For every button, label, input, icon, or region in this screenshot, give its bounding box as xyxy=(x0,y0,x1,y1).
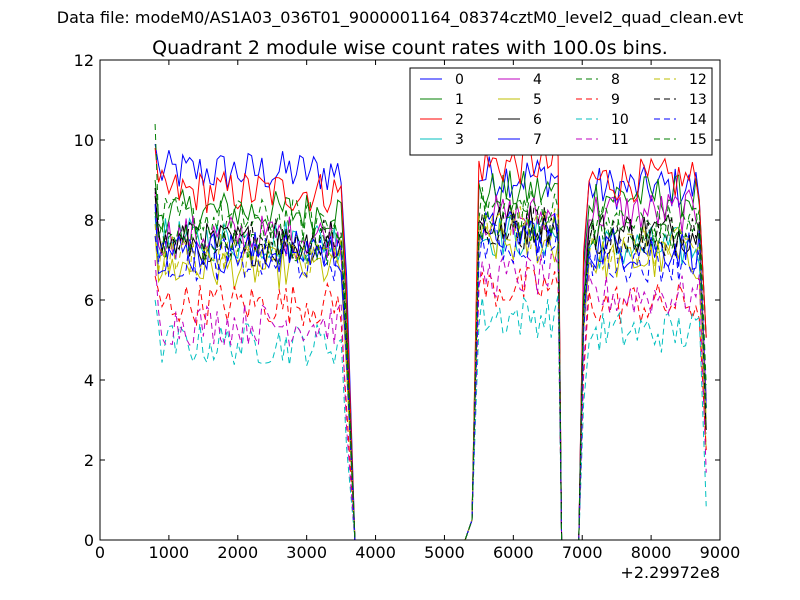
chart-title: Quadrant 2 module wise count rates with … xyxy=(152,37,668,59)
x-tick-label: 3000 xyxy=(286,543,327,562)
x-tick-label: 6000 xyxy=(493,543,534,562)
series-line-11 xyxy=(154,253,707,541)
legend-label-13: 13 xyxy=(689,92,707,108)
y-tick-label: 8 xyxy=(84,211,94,230)
series-line-13 xyxy=(154,187,707,541)
legend-frame xyxy=(409,67,713,156)
legend-label-1: 1 xyxy=(455,92,464,108)
x-offset-label: +2.29972e8 xyxy=(620,563,720,582)
data-file-label: Data file: modeM0/AS1A03_036T01_90000011… xyxy=(57,8,743,28)
legend-label-10: 10 xyxy=(611,112,629,128)
legend-label-8: 8 xyxy=(611,72,620,88)
legend-label-14: 14 xyxy=(689,112,707,128)
series-line-8 xyxy=(154,123,707,541)
x-tick-label: 4000 xyxy=(355,543,396,562)
legend-label-9: 9 xyxy=(611,92,620,108)
series-line-5 xyxy=(154,222,707,541)
series-line-10 xyxy=(154,295,707,541)
series-line-14 xyxy=(154,222,707,541)
x-tick-label: 0 xyxy=(95,543,105,562)
legend-label-5: 5 xyxy=(533,92,542,108)
legend-label-4: 4 xyxy=(533,72,542,88)
x-tick-label: 9000 xyxy=(700,543,741,562)
series-line-6 xyxy=(154,195,707,541)
series-line-0 xyxy=(154,143,707,541)
y-tick-label: 6 xyxy=(84,291,94,310)
series-line-2 xyxy=(154,142,707,541)
legend-label-11: 11 xyxy=(611,132,629,148)
legend-label-0: 0 xyxy=(455,72,464,88)
series-line-1 xyxy=(154,170,707,541)
series-line-7 xyxy=(154,203,707,541)
series-line-9 xyxy=(154,266,707,541)
y-tick-label: 12 xyxy=(74,51,94,70)
y-tick-label: 0 xyxy=(84,531,94,550)
legend-label-3: 3 xyxy=(455,132,464,148)
series-line-12 xyxy=(154,206,707,541)
y-tick-label: 10 xyxy=(74,131,94,150)
x-tick-label: 7000 xyxy=(562,543,603,562)
legend-label-12: 12 xyxy=(689,72,707,88)
legend-label-6: 6 xyxy=(533,112,542,128)
legend-label-7: 7 xyxy=(533,132,542,148)
legend-label-2: 2 xyxy=(455,112,464,128)
y-tick-label: 2 xyxy=(84,451,94,470)
legend-label-15: 15 xyxy=(689,132,707,148)
x-tick-label: 8000 xyxy=(631,543,672,562)
x-tick-label: 5000 xyxy=(424,543,465,562)
y-tick-label: 4 xyxy=(84,371,94,390)
x-axis: 0 1000 2000 3000 4000 5000 6000 7000 8000 9000 xyxy=(95,60,740,562)
series-line-15 xyxy=(154,198,707,541)
x-tick-label: 2000 xyxy=(217,543,258,562)
x-tick-label: 1000 xyxy=(149,543,190,562)
plot-lines xyxy=(154,123,707,541)
